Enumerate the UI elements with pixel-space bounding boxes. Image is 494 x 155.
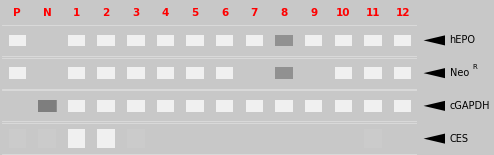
Text: hEPO: hEPO [450, 35, 476, 45]
Text: 9: 9 [310, 8, 317, 18]
Bar [38, 100, 56, 112]
Bar [216, 35, 234, 46]
Bar [275, 35, 293, 46]
Bar [305, 100, 323, 112]
Text: 7: 7 [251, 8, 258, 18]
Bar [157, 100, 174, 112]
Bar [216, 100, 234, 112]
Bar [334, 67, 352, 79]
Bar [8, 67, 26, 79]
Text: P: P [13, 8, 21, 18]
Bar [127, 35, 145, 46]
Text: 3: 3 [132, 8, 139, 18]
Bar [97, 35, 115, 46]
Bar [246, 35, 263, 46]
Text: 4: 4 [162, 8, 169, 18]
Bar [38, 100, 57, 112]
Bar [364, 100, 382, 112]
Bar [364, 129, 382, 148]
Polygon shape [423, 68, 445, 78]
Bar [246, 100, 263, 112]
Bar [157, 35, 174, 46]
Text: 6: 6 [221, 8, 228, 18]
Bar [186, 35, 204, 46]
Bar [305, 35, 323, 46]
Text: 1: 1 [73, 8, 80, 18]
Bar [127, 129, 145, 148]
Bar [127, 67, 145, 79]
Text: N: N [42, 8, 51, 18]
Bar [334, 100, 352, 112]
Bar [68, 67, 85, 79]
Text: 10: 10 [336, 8, 351, 18]
Bar [394, 100, 412, 112]
Bar [8, 35, 26, 46]
Bar [275, 100, 293, 112]
Polygon shape [423, 101, 445, 111]
Text: Neo: Neo [450, 68, 469, 78]
Text: 5: 5 [192, 8, 199, 18]
Bar [186, 100, 204, 112]
Bar [68, 100, 85, 112]
Text: 12: 12 [395, 8, 410, 18]
Text: 2: 2 [103, 8, 110, 18]
Bar [394, 35, 412, 46]
Text: CES: CES [450, 134, 469, 144]
Text: 11: 11 [366, 8, 380, 18]
Bar [334, 35, 352, 46]
Bar [364, 67, 382, 79]
Bar [127, 100, 145, 112]
Bar [8, 129, 26, 148]
Bar [216, 67, 234, 79]
Bar [97, 129, 115, 148]
Bar [68, 129, 85, 148]
Polygon shape [423, 35, 445, 45]
Text: R: R [473, 64, 477, 70]
Bar [68, 35, 85, 46]
Bar [364, 35, 382, 46]
Text: 8: 8 [281, 8, 288, 18]
Bar [394, 67, 412, 79]
Bar [157, 67, 174, 79]
Bar [186, 67, 204, 79]
Polygon shape [423, 134, 445, 144]
Bar [38, 129, 56, 148]
Bar [97, 100, 115, 112]
Bar [97, 67, 115, 79]
Bar [275, 67, 293, 79]
Text: cGAPDH: cGAPDH [450, 101, 490, 111]
